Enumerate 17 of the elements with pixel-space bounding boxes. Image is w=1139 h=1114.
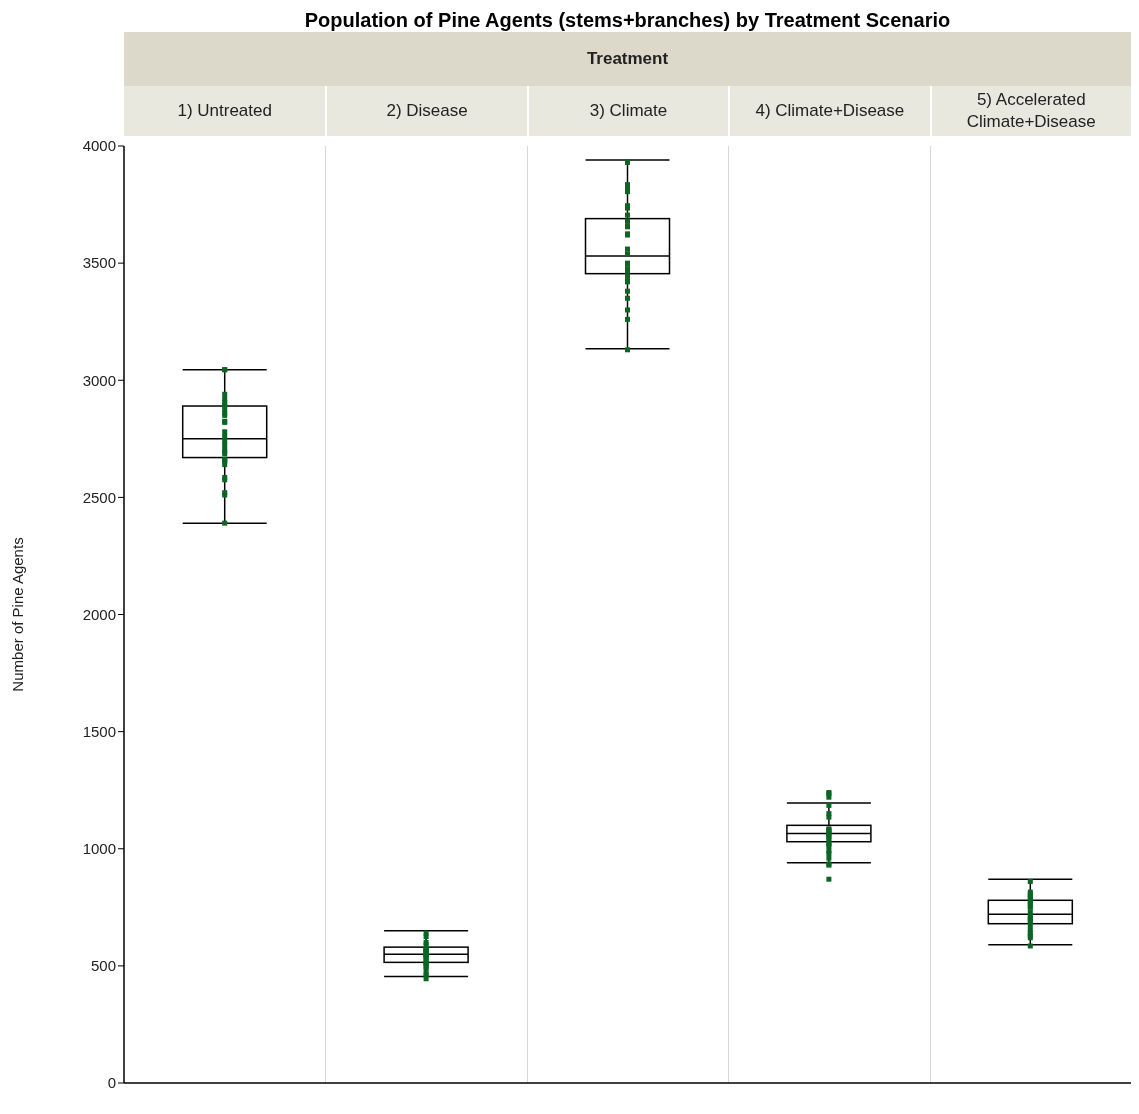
x-tick-label: 4) Climate+Disease — [728, 86, 930, 136]
x-axis-title: Treatment — [124, 32, 1131, 86]
x-tick-label: 3) Climate — [526, 86, 729, 136]
y-tick-label: 2500 — [82, 488, 116, 506]
y-axis-title: Number of Pine Agents — [9, 537, 27, 692]
y-tick-label: 1500 — [82, 722, 116, 740]
chart-title: Population of Pine Agents (stems+branches) by Treatment Scenario — [303, 8, 952, 32]
y-tick-label: 4000 — [82, 137, 116, 155]
y-tick-label: 500 — [90, 957, 116, 975]
x-tick-label: 1) Untreated — [124, 86, 326, 136]
y-tick-label: 3500 — [82, 254, 116, 272]
x-tick-label: 2) Disease — [325, 86, 527, 136]
y-tick-label: 2000 — [82, 605, 116, 623]
x-tick-label: 5) Accelerated Climate+Disease — [929, 86, 1131, 136]
y-tick-label: 0 — [107, 1074, 116, 1092]
y-tick-label: 3000 — [82, 371, 116, 389]
y-tick-label: 1000 — [82, 840, 116, 858]
